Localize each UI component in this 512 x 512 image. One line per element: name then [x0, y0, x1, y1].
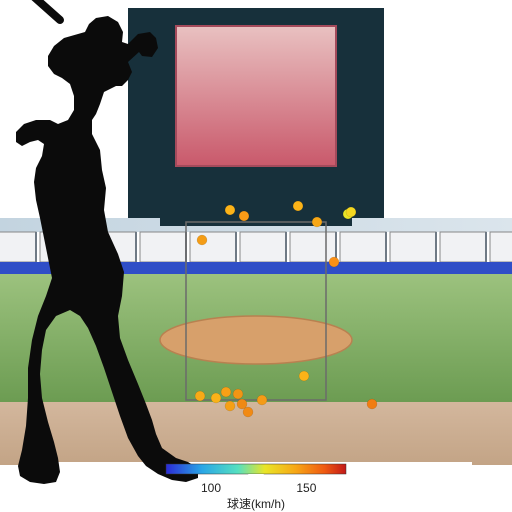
- pitch-dot: [211, 393, 221, 403]
- pitch-dot: [346, 207, 356, 217]
- pitch-dot: [197, 235, 207, 245]
- scoreboard-base: [160, 178, 352, 226]
- pitch-dot: [257, 395, 267, 405]
- colorbar-axis-label: 球速(km/h): [227, 497, 285, 511]
- pitch-dot: [221, 387, 231, 397]
- pitch-dot: [299, 371, 309, 381]
- infield-dirt: [0, 402, 512, 465]
- pitch-dot: [195, 391, 205, 401]
- pitch-dot: [233, 389, 243, 399]
- pitch-dot: [293, 201, 303, 211]
- colorbar-tick-label: 150: [296, 481, 316, 495]
- pitch-dot: [239, 211, 249, 221]
- pitch-dot: [225, 401, 235, 411]
- pitch-dot: [329, 257, 339, 267]
- pitch-dot: [243, 407, 253, 417]
- pitch-location-chart: 100 150 球速(km/h): [0, 0, 512, 512]
- pitchers-mound: [160, 316, 352, 364]
- scoreboard-screen: [176, 26, 336, 166]
- pitch-dot: [312, 217, 322, 227]
- colorbar-tick-label: 100: [201, 481, 221, 495]
- pitch-dot: [225, 205, 235, 215]
- pitch-dot: [367, 399, 377, 409]
- colorbar: [166, 464, 346, 474]
